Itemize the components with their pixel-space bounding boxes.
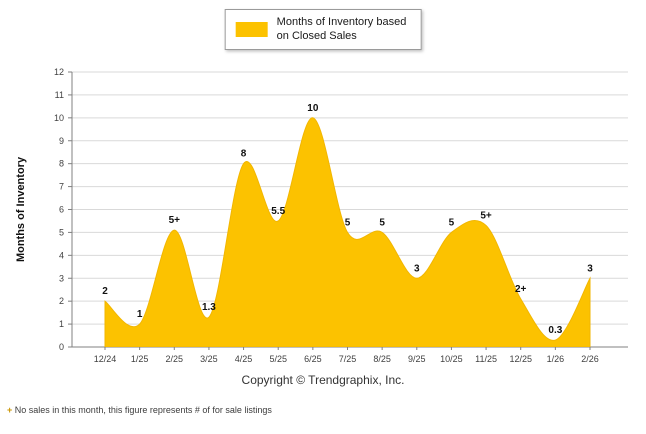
- legend-label-line1: Months of Inventory based: [276, 16, 407, 28]
- y-tick-label: 8: [59, 159, 64, 169]
- x-tick-label: 3/25: [200, 354, 218, 364]
- data-label: 3: [414, 263, 420, 274]
- x-tick-label: 9/25: [408, 354, 426, 364]
- y-tick-label: 12: [54, 67, 64, 77]
- y-tick-label: 5: [59, 227, 64, 237]
- data-label: 2+: [515, 284, 527, 295]
- y-tick-label: 9: [59, 136, 64, 146]
- data-label: 5.5: [271, 206, 285, 217]
- chart-legend: Months of Inventory based on Closed Sale…: [224, 9, 422, 50]
- y-tick-label: 10: [54, 113, 64, 123]
- footnote: + No sales in this month, this figure re…: [7, 405, 272, 415]
- x-tick-label: 12/25: [509, 354, 532, 364]
- data-label: 10: [307, 103, 319, 114]
- data-label: 2: [102, 286, 108, 297]
- x-tick-label: 7/25: [339, 354, 357, 364]
- footnote-text: No sales in this month, this figure repr…: [14, 405, 272, 415]
- y-tick-label: 2: [59, 296, 64, 306]
- y-tick-label: 3: [59, 273, 64, 283]
- y-tick-label: 11: [55, 90, 64, 100]
- y-tick-label: 1: [59, 319, 64, 329]
- x-tick-label: 4/25: [235, 354, 253, 364]
- x-tick-label: 1/26: [547, 354, 565, 364]
- x-tick-label: 2/25: [166, 354, 184, 364]
- data-label: 3: [587, 263, 593, 274]
- legend-color-swatch: [235, 21, 268, 37]
- x-tick-label: 10/25: [440, 354, 463, 364]
- x-tick-label: 2/26: [581, 354, 599, 364]
- y-tick-label: 6: [59, 205, 64, 215]
- inventory-area-path: [104, 117, 591, 347]
- y-tick-label: 0: [59, 342, 64, 352]
- data-label: 1.3: [202, 302, 216, 313]
- x-tick-label: 12/24: [94, 354, 117, 364]
- data-label: 5: [449, 217, 455, 228]
- y-tick-label: 7: [59, 182, 64, 192]
- data-label: 5+: [480, 211, 492, 222]
- x-tick-label: 6/25: [304, 354, 322, 364]
- data-label: 0.3: [548, 325, 562, 336]
- data-label: 8: [241, 149, 247, 160]
- x-tick-label: 11/25: [475, 354, 497, 364]
- data-label: 1: [137, 309, 143, 320]
- y-tick-label: 4: [59, 250, 64, 260]
- x-tick-label: 5/25: [269, 354, 287, 364]
- legend-label-line2: on Closed Sales: [276, 30, 357, 43]
- x-tick-label: 1/25: [131, 354, 149, 364]
- copyright-text: Copyright © Trendgraphix, Inc.: [241, 373, 405, 387]
- footnote-marker: +: [7, 405, 13, 415]
- data-label: 5: [379, 217, 385, 228]
- data-label: 5: [345, 217, 351, 228]
- y-axis-title: Months of Inventory: [15, 156, 27, 262]
- x-tick-label: 8/25: [373, 354, 391, 364]
- legend-label: Months of Inventory based on Closed Sale…: [277, 15, 407, 44]
- data-label: 5+: [169, 215, 181, 226]
